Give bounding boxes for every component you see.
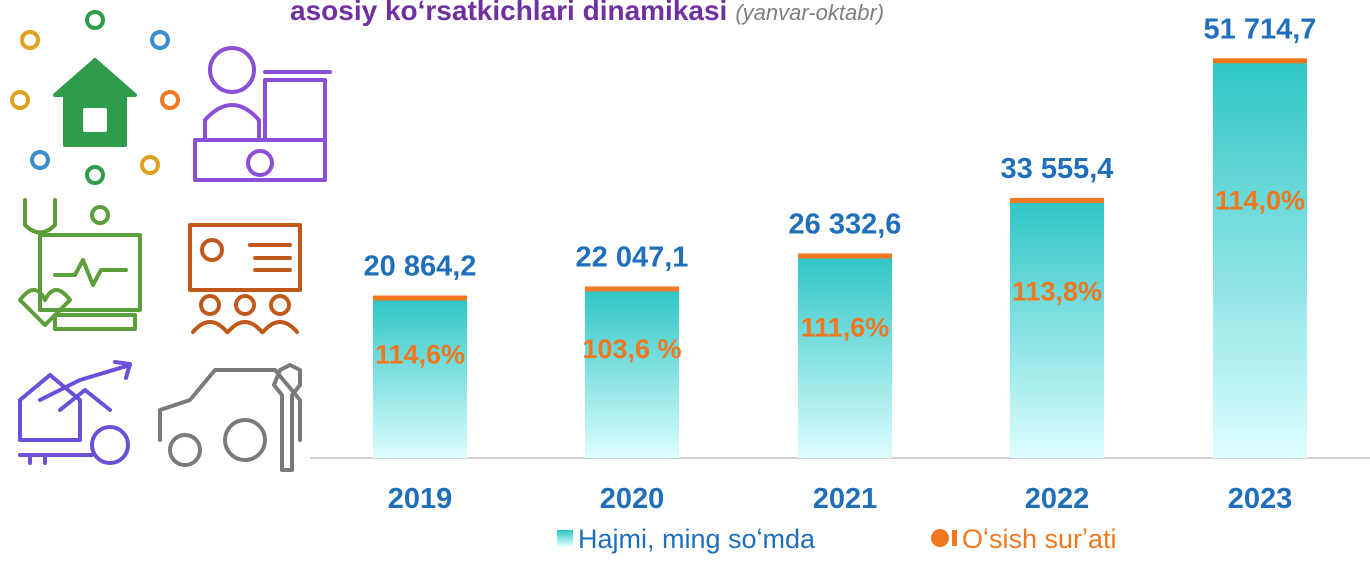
- value-label: 22 047,1: [576, 241, 689, 273]
- medical-icon: [18, 198, 142, 331]
- bar: [798, 255, 892, 458]
- bar-cap: [798, 253, 892, 259]
- x-tick-label: 2019: [388, 483, 453, 515]
- bar: [373, 297, 467, 458]
- x-tick-label: 2021: [813, 483, 878, 515]
- legend-swatch: [952, 530, 957, 546]
- growth-label: 114,0%: [1215, 185, 1305, 215]
- legend-swatch: [557, 530, 573, 546]
- chart-title: asosiy koʻrsatkichlari dinamikasi (yanvar…: [290, 0, 884, 26]
- title: asosiy koʻrsatkichlari dinamikasi: [290, 0, 727, 26]
- realestate-icon: [18, 360, 132, 465]
- bar: [1010, 199, 1104, 458]
- bar: [585, 288, 679, 458]
- bar-cap: [1213, 58, 1307, 64]
- legend-swatch: [931, 529, 949, 547]
- value-label: 20 864,2: [364, 251, 477, 283]
- legend-label: Hajmi, ming soʻmda: [578, 524, 816, 554]
- bar-cap: [585, 286, 679, 292]
- bar-cap: [1010, 197, 1104, 203]
- seller-icon: [193, 46, 332, 182]
- legend: Hajmi, ming soʻmda Oʻsish surʼati: [557, 524, 1117, 554]
- car-service-icon: [158, 363, 302, 472]
- subtitle: (yanvar-oktabr): [735, 0, 884, 25]
- growth-label: 114,6%: [375, 340, 465, 370]
- growth-label: 103,6 %: [582, 334, 681, 364]
- value-label: 26 332,6: [789, 208, 902, 240]
- x-tick-label: 2023: [1228, 483, 1293, 515]
- icons: [10, 10, 332, 472]
- bar: [1213, 60, 1307, 459]
- teacher-icon: [188, 223, 302, 334]
- x-tick-label: 2020: [600, 483, 665, 515]
- value-label: 51 714,7: [1204, 13, 1317, 45]
- legend-label: Oʻsish surʼati: [962, 524, 1117, 554]
- x-tick-label: 2022: [1025, 483, 1090, 515]
- growth-label: 111,6%: [801, 312, 890, 342]
- house-icon: [10, 10, 180, 185]
- growth-label: 113,8%: [1012, 276, 1102, 306]
- bar-cap: [373, 295, 467, 301]
- value-label: 33 555,4: [1001, 153, 1114, 185]
